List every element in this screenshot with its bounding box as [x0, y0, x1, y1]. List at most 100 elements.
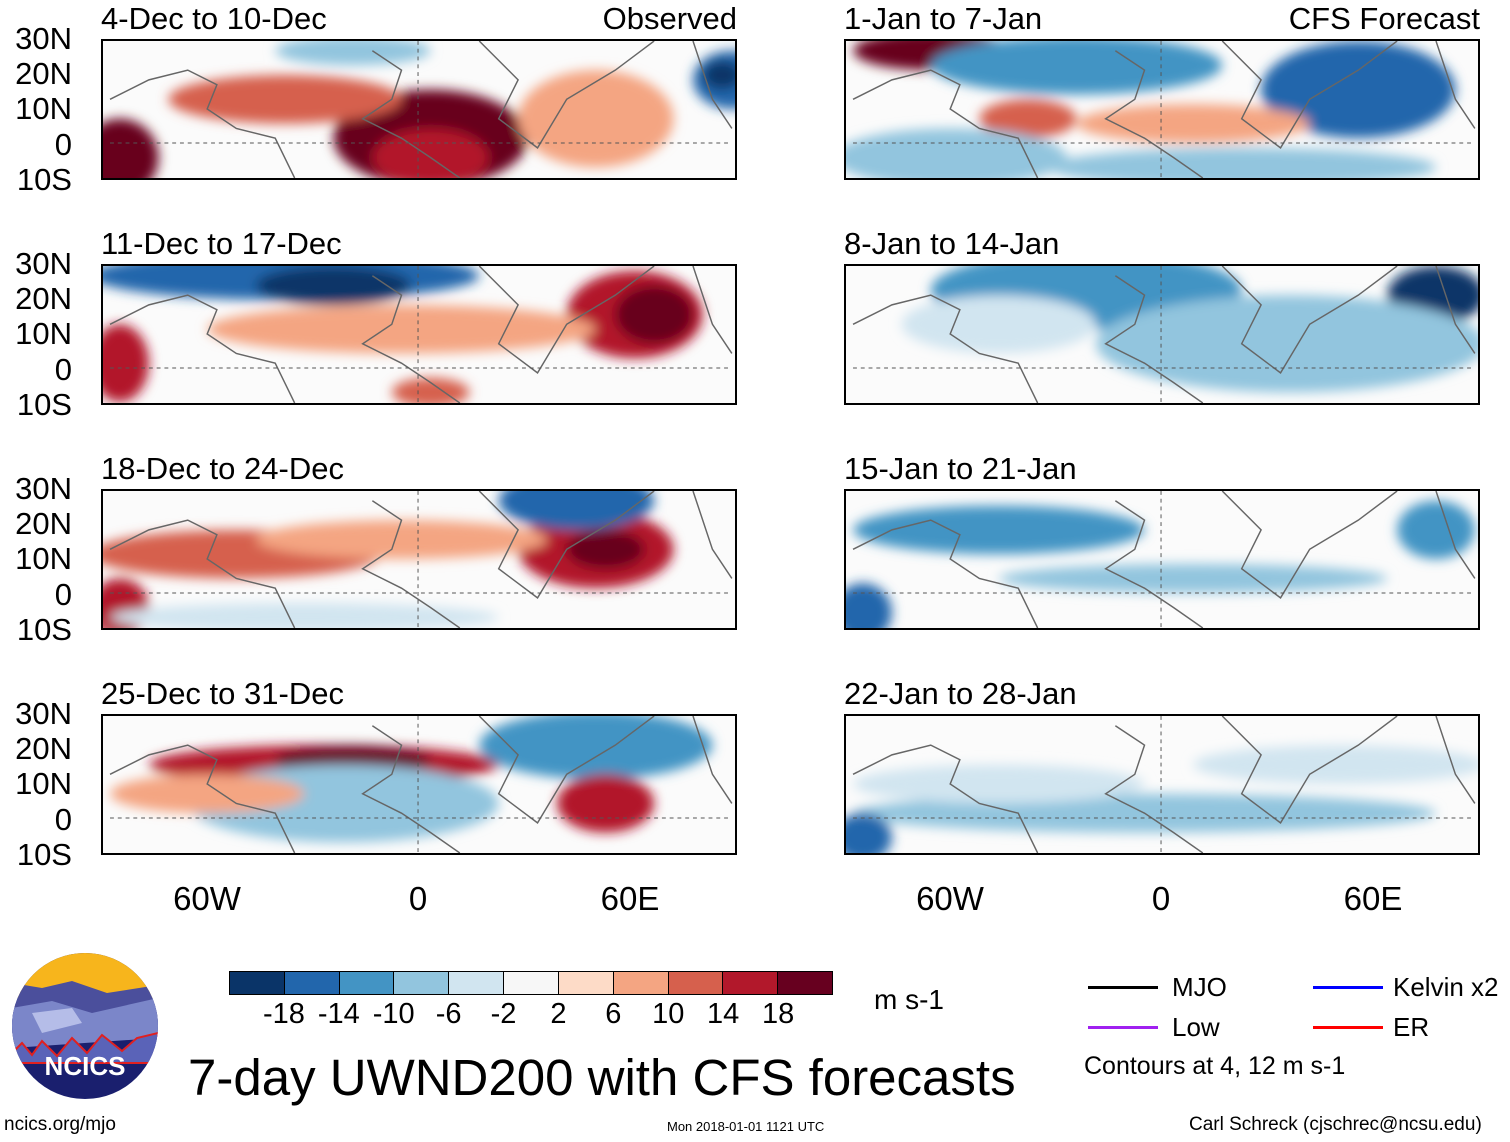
lat-label: 10S	[16, 836, 72, 872]
logo-text: NCICS	[45, 1051, 126, 1081]
colorbar-swatch	[504, 972, 559, 994]
colorbar-swatch	[723, 972, 779, 994]
lat-label: 20N	[15, 281, 72, 317]
lon-label: 60W	[173, 880, 241, 917]
colorbar-tick-label: -10	[372, 998, 415, 1030]
colorbar-swatch	[284, 972, 340, 994]
coastline	[852, 266, 1476, 403]
legend-line-low	[1088, 1026, 1158, 1029]
colorbar-swatch	[394, 972, 450, 994]
colorbar-tick-label: 10	[652, 998, 685, 1030]
figure-title: 7-day UWND200 with CFS forecasts	[188, 1049, 1016, 1106]
lat-label: 0	[54, 351, 72, 387]
lat-label: 30N	[15, 471, 72, 506]
contour-note: Contours at 4, 12 m s-1	[1084, 1052, 1346, 1080]
lat-label: 0	[54, 801, 72, 837]
wind-anomaly-region	[255, 266, 412, 305]
lon-label: 0	[408, 880, 428, 917]
coastline	[109, 266, 733, 403]
colorbar-swatch	[230, 972, 285, 994]
panel-title: 4-Dec to 10-Dec	[101, 1, 327, 36]
colorbar-tick-label: -6	[435, 998, 462, 1030]
lat-label: 30N	[15, 246, 72, 281]
colorbar-tick-label: 18	[761, 998, 795, 1030]
panel-title: 15-Jan to 21-Jan	[844, 451, 1077, 486]
colorbar-swatch	[558, 972, 614, 994]
lat-label: 0	[54, 576, 72, 612]
wind-anomaly-region	[566, 529, 645, 569]
colorbar-swatch	[668, 972, 724, 994]
colorbar-tick-label: 2	[550, 998, 567, 1030]
map-panel	[101, 264, 737, 405]
coastline	[852, 716, 1476, 853]
colorbar-units: m s-1	[874, 984, 944, 1015]
wind-anomaly-region	[1095, 295, 1478, 393]
panel-title: 11-Dec to 17-Dec	[101, 226, 342, 261]
lat-label: 30N	[15, 21, 72, 56]
lat-label: 20N	[15, 56, 72, 92]
wind-anomaly-region	[853, 764, 1145, 804]
lat-label: 10N	[15, 316, 72, 352]
lon-label: 60E	[600, 880, 660, 917]
lat-label: 10S	[16, 161, 72, 197]
wind-anomaly-region	[103, 118, 159, 178]
legend-label-er: ER	[1393, 1012, 1430, 1042]
wind-anomaly-region	[979, 99, 1077, 139]
legend-label-low: Low	[1172, 1012, 1220, 1042]
coastline	[852, 491, 1476, 628]
map-panel	[101, 714, 737, 855]
legend-label-kelvin: Kelvin x2	[1393, 972, 1499, 1002]
timestamp: Mon 2018-01-01 1121 UTC	[667, 1119, 825, 1134]
lat-label: 30N	[15, 696, 72, 731]
panel-label: Observed	[602, 1, 737, 36]
wind-anomaly-region	[110, 774, 305, 814]
wind-anomaly-region	[1076, 104, 1310, 144]
ncics-logo: NCICS	[12, 953, 158, 1099]
wind-anomaly-region	[615, 285, 693, 344]
wind-anomaly-region	[846, 583, 892, 628]
wind-anomaly-region	[518, 70, 674, 168]
lat-label: 10N	[15, 541, 72, 577]
legend-line-mjo	[1088, 986, 1158, 989]
source-link[interactable]: ncics.org/mjo	[4, 1114, 116, 1135]
lat-label: 10S	[16, 611, 72, 647]
panel-title: 8-Jan to 14-Jan	[844, 226, 1060, 261]
wind-anomaly-region	[255, 520, 548, 560]
panel-title: 18-Dec to 24-Dec	[101, 451, 344, 486]
colorbar-tick-label: 14	[707, 998, 740, 1030]
map-panel	[844, 489, 1480, 630]
coastline	[852, 41, 1476, 178]
wind-anomaly-region	[853, 505, 1145, 555]
map-panel	[101, 489, 737, 630]
map-panel	[101, 39, 737, 180]
colorbar-swatch	[449, 972, 505, 994]
map-panel	[844, 264, 1480, 405]
lat-label: 20N	[15, 506, 72, 542]
wind-anomaly-region	[168, 75, 402, 124]
wind-anomaly-region	[110, 602, 499, 628]
wind-anomaly-region	[1193, 745, 1478, 785]
colorbar-tick-label: -2	[490, 998, 517, 1030]
coastline	[109, 41, 733, 178]
wind-anomaly-region	[391, 377, 470, 403]
credit: Carl Schreck (cjschrec@ncsu.edu)	[1189, 1114, 1482, 1135]
panel-title: 25-Dec to 31-Dec	[101, 676, 344, 711]
wind-anomaly-region	[998, 563, 1388, 594]
panel-title: 22-Jan to 28-Jan	[844, 676, 1077, 711]
lat-label: 10N	[15, 766, 72, 802]
lon-label: 0	[1151, 880, 1171, 917]
wind-anomaly-region	[479, 716, 713, 780]
wind-anomaly-region	[207, 304, 596, 354]
wind-anomaly-region	[846, 813, 892, 853]
wind-anomaly-region	[556, 774, 655, 833]
colorbar-swatch	[778, 972, 832, 994]
legend-line-kelvin	[1313, 986, 1383, 989]
panel-title: 1-Jan to 7-Jan	[844, 1, 1043, 36]
coastline	[109, 716, 733, 853]
lat-label: 0	[54, 126, 72, 162]
colorbar	[229, 971, 833, 995]
lat-label: 10S	[16, 386, 72, 422]
coastline	[109, 491, 733, 628]
colorbar-tick-label: 6	[605, 998, 622, 1030]
wind-anomaly-region	[275, 41, 431, 66]
